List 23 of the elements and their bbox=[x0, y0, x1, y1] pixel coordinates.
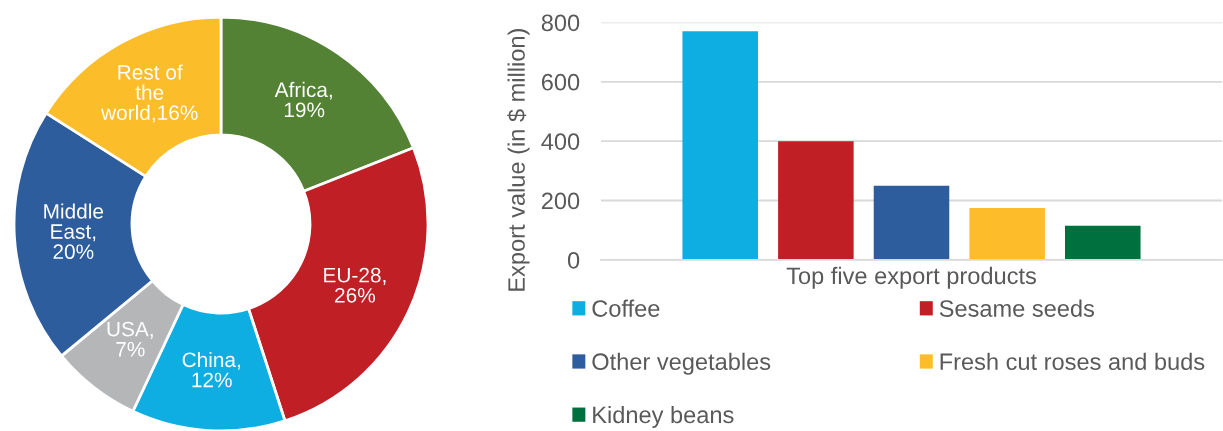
y-tick-label: 0 bbox=[567, 251, 580, 269]
y-tick-label: 400 bbox=[541, 133, 580, 150]
slice-label: China, 12% bbox=[182, 351, 240, 388]
y-tick-label: 600 bbox=[541, 73, 580, 91]
legend-label: Fresh cut roses and buds bbox=[940, 352, 1205, 371]
slice-label: Rest of the world,16% bbox=[101, 64, 198, 123]
bar bbox=[1065, 225, 1141, 260]
legend-label: Sesame seeds bbox=[939, 299, 1095, 317]
bar bbox=[682, 31, 758, 260]
bar bbox=[969, 207, 1045, 260]
legend-label: Other vegetables bbox=[592, 352, 771, 375]
bar bbox=[873, 185, 950, 260]
y-tick-label: 200 bbox=[541, 192, 580, 210]
y-tick-label: 800 bbox=[541, 14, 580, 32]
bar bbox=[778, 141, 854, 260]
slice-label: Middle East, 20% bbox=[44, 203, 104, 260]
y-axis-title: Export value (in $ million) bbox=[507, 29, 530, 291]
legend-label: Coffee bbox=[592, 299, 660, 317]
slice-label: Africa, 19% bbox=[274, 81, 332, 118]
slice-label: USA, 7% bbox=[107, 321, 153, 357]
legend-label: Kidney beans bbox=[593, 405, 734, 428]
x-tick-label: Top five export products bbox=[786, 266, 1036, 289]
slice-label: EU-28, 26% bbox=[324, 267, 386, 303]
